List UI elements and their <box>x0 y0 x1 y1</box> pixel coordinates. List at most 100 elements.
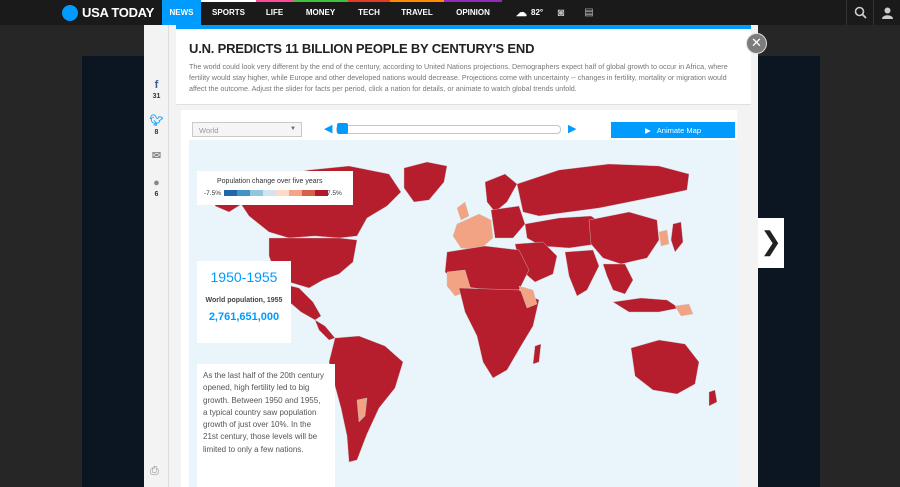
animate-label: Animate Map <box>656 125 701 135</box>
camera-icon[interactable]: ◙ <box>557 6 565 19</box>
nav-label: TRAVEL <box>401 8 433 17</box>
page-title: U.N. PREDICTS 11 BILLION PEOPLE BY CENTU… <box>189 41 535 56</box>
nav-item-sports[interactable]: SPORTS <box>201 0 256 25</box>
nav-item-life[interactable]: LIFE <box>256 0 293 25</box>
period-label: 1950-1955 <box>210 269 278 285</box>
weather-widget[interactable]: ☁ 82° <box>502 0 547 25</box>
media-icon[interactable]: ▤ <box>584 7 594 18</box>
country-india <box>564 249 600 297</box>
population-label: World population, 1955 <box>205 297 283 304</box>
legend-swatch <box>315 190 328 196</box>
facebook-icon: f <box>154 79 159 91</box>
legend-min: -7.5% <box>204 190 221 197</box>
country-japan <box>670 221 684 253</box>
legend-swatch <box>302 190 315 196</box>
country-madagascar <box>532 343 542 365</box>
region-select-value: World <box>199 126 219 135</box>
country-argentina <box>356 397 368 423</box>
country-east-africa <box>518 285 538 309</box>
legend-swatch <box>250 190 263 196</box>
user-icon[interactable] <box>873 0 900 25</box>
nav-label: LIFE <box>265 8 284 17</box>
nav-item-travel[interactable]: TRAVEL <box>390 0 444 25</box>
animate-map-button[interactable]: ▶ Animate Map <box>611 122 735 138</box>
next-article-button[interactable]: ❯ <box>758 218 784 268</box>
backdrop-left <box>82 56 144 487</box>
nav-item-opinion[interactable]: OPINION <box>444 0 502 25</box>
facebook-count: 31 <box>152 93 161 100</box>
country-korea <box>658 229 670 247</box>
country-central-america <box>314 319 336 341</box>
brand-name: USA TODAY <box>82 5 154 20</box>
twitter-count: 8 <box>154 129 159 136</box>
comments-button[interactable]: ● 6 <box>144 177 169 198</box>
nav-color-bar <box>444 0 502 2</box>
legend-title: Population change over five years <box>217 178 323 185</box>
story-card: As the last half of the 20th century ope… <box>197 364 335 487</box>
nav-color-bar <box>348 0 390 2</box>
nav-label: SPORTS <box>212 8 245 17</box>
country-russia <box>516 163 690 217</box>
country-papua <box>674 303 694 317</box>
nav-label: NEWS <box>169 8 194 17</box>
twitter-share[interactable]: 🐦︎ 8 <box>144 115 169 136</box>
nav-color-bar <box>390 0 444 2</box>
world-map[interactable]: Population change over five years -7.5% … <box>189 140 737 487</box>
nav-item-tech[interactable]: TECH <box>348 0 390 25</box>
nav-label: OPINION <box>456 8 490 17</box>
legend: Population change over five years -7.5% … <box>197 171 353 205</box>
nav-color-bar <box>162 0 201 2</box>
play-icon: ▶ <box>645 125 651 135</box>
weather-icon: ☁ <box>516 7 527 19</box>
legend-swatch <box>237 190 250 196</box>
weather-temp: 82° <box>531 8 544 17</box>
population-value: 2,761,651,000 <box>208 311 280 323</box>
country-new-zealand <box>708 389 718 407</box>
panel-accent-bar <box>176 25 751 29</box>
article-header: U.N. PREDICTS 11 BILLION PEOPLE BY CENTU… <box>176 29 751 105</box>
article-intro: The world could look very different by t… <box>189 62 728 93</box>
brand-dot-icon <box>62 4 78 21</box>
close-button[interactable]: ✕ <box>746 33 767 54</box>
interactive-map: World ▼ ◀ ▶ ▶ Animate Map <box>181 110 737 487</box>
country-australia <box>630 339 700 395</box>
nav-color-bar <box>293 0 348 2</box>
legend-swatch <box>263 190 276 196</box>
chevron-down-icon: ▼ <box>290 126 296 132</box>
slider-prev-button[interactable]: ◀ <box>324 123 333 135</box>
region-select[interactable]: World ▼ <box>192 122 302 137</box>
nav-item-money[interactable]: MONEY <box>293 0 348 25</box>
legend-swatch <box>224 190 237 196</box>
nav-color-bar <box>201 0 256 2</box>
legend-scale <box>224 190 328 196</box>
twitter-icon: 🐦︎ <box>149 115 164 127</box>
comment-icon: ● <box>153 177 160 189</box>
nav-label: MONEY <box>305 8 336 17</box>
social-sidebar: f 31 🐦︎ 8 ✉ ● 6 <box>144 25 169 487</box>
population-info-card: 1950-1955 World population, 1955 2,761,6… <box>197 261 291 343</box>
print-icon[interactable]: ⎙ <box>150 465 159 477</box>
country-southeast-asia <box>602 263 634 295</box>
slider-handle[interactable] <box>337 123 348 134</box>
email-share[interactable]: ✉ <box>144 150 169 164</box>
nav-label: TECH <box>358 8 380 17</box>
comment-count: 6 <box>154 191 159 198</box>
legend-swatch <box>276 190 289 196</box>
facebook-share[interactable]: f 31 <box>144 79 169 100</box>
country-uk <box>456 201 470 221</box>
legend-swatch <box>289 190 302 196</box>
nav-item-news[interactable]: NEWS <box>162 0 201 25</box>
country-greenland <box>403 161 448 203</box>
period-slider[interactable] <box>336 125 561 134</box>
slider-next-button[interactable]: ▶ <box>568 123 577 135</box>
backdrop-right <box>758 56 820 487</box>
country-china <box>588 211 660 265</box>
search-icon[interactable] <box>846 0 873 25</box>
chevron-right-icon: ❯ <box>760 226 782 256</box>
email-icon: ✉ <box>151 150 162 162</box>
country-indonesia <box>612 297 680 313</box>
legend-max: 7.5% <box>327 190 342 197</box>
brand-logo[interactable]: USA TODAY <box>0 0 162 25</box>
top-navigation: USA TODAY NEWS SPORTS LIFE MONEY TECH TR… <box>0 0 900 25</box>
country-western-europe <box>452 213 494 251</box>
